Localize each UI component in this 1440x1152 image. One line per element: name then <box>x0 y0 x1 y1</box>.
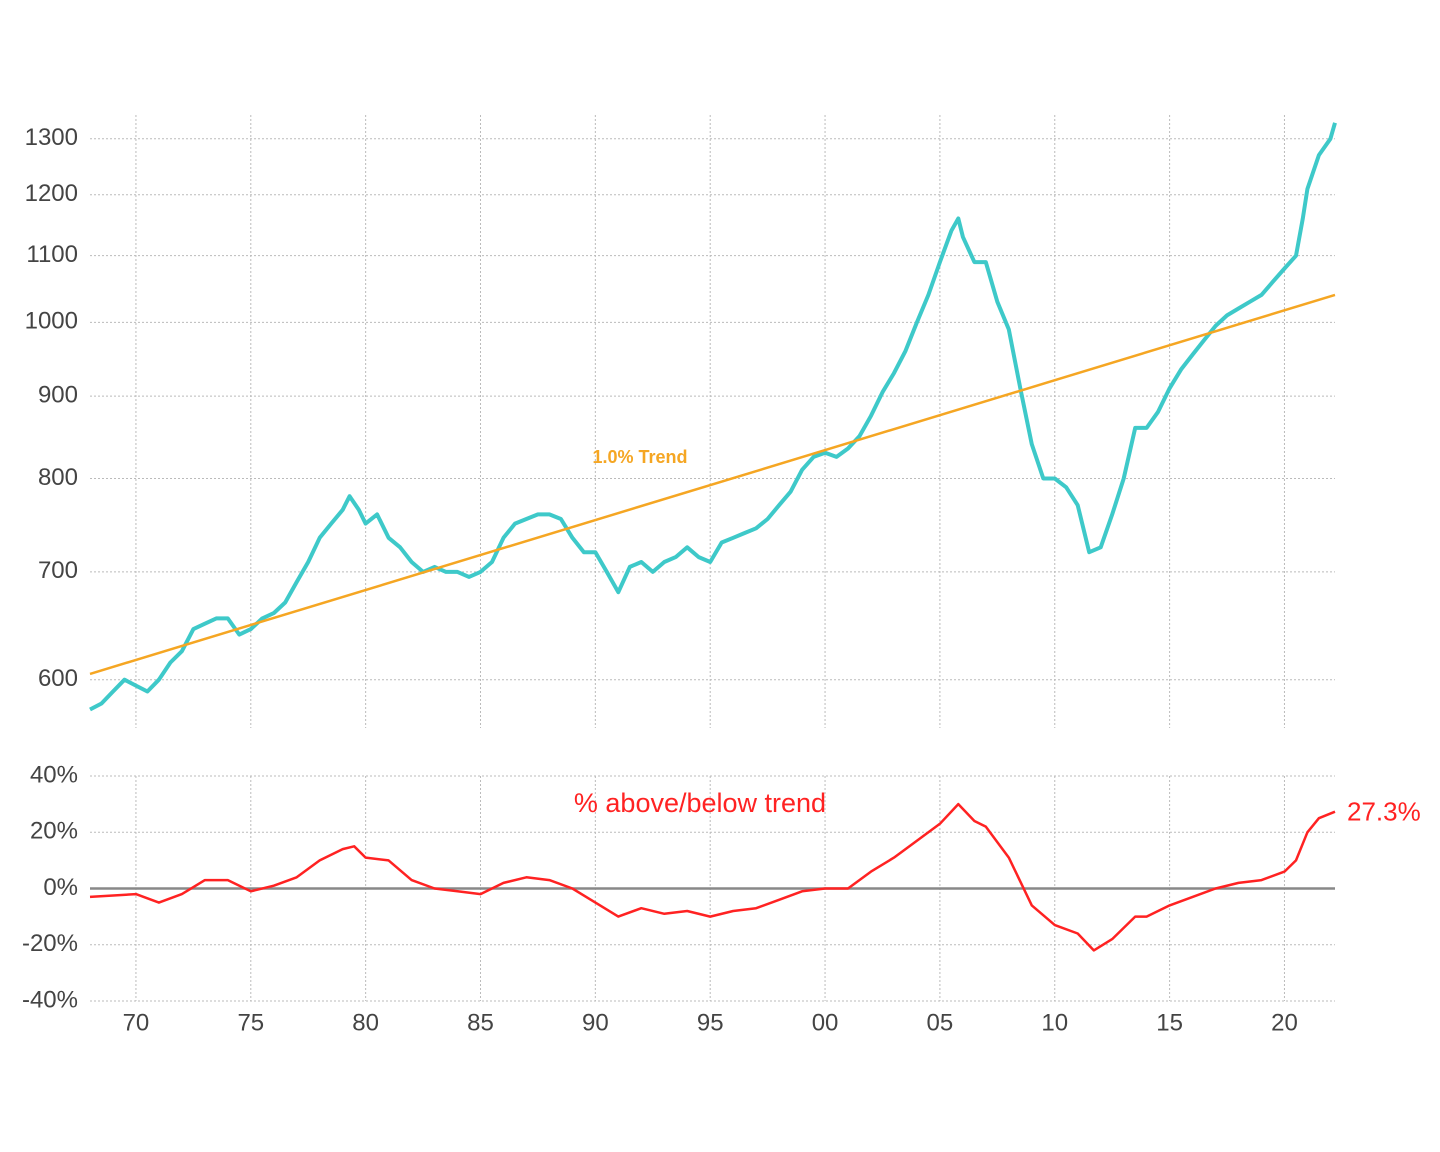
series-label: % above/below trend <box>574 788 826 818</box>
y-tick-label: 40% <box>30 761 78 788</box>
y-tick-label: 1100 <box>26 241 78 268</box>
y-tick-label: -40% <box>22 986 78 1013</box>
x-tick-label: 05 <box>927 1009 954 1036</box>
x-tick-label: 10 <box>1041 1009 1068 1036</box>
y-tick-label: 800 <box>38 464 78 491</box>
y-tick-label: 900 <box>38 381 78 408</box>
value-label: 27.3% <box>1347 797 1421 827</box>
y-tick-label: 20% <box>30 818 78 845</box>
y-tick-label: -20% <box>22 930 78 957</box>
x-tick-label: 95 <box>697 1009 724 1036</box>
x-tick-label: 70 <box>123 1009 150 1036</box>
x-tick-label: 00 <box>812 1009 839 1036</box>
y-tick-label: 1300 <box>25 124 78 151</box>
y-tick-label: 1000 <box>25 308 78 335</box>
x-tick-label: 85 <box>467 1009 494 1036</box>
line-series <box>89 293 1336 676</box>
x-tick-label: 75 <box>237 1009 264 1036</box>
y-tick-label: 0% <box>43 874 78 901</box>
x-tick-label: 90 <box>582 1009 609 1036</box>
x-tick-label: 80 <box>352 1009 379 1036</box>
y-tick-label: 600 <box>38 665 78 692</box>
y-tick-label: 700 <box>38 557 78 584</box>
x-tick-label: 20 <box>1271 1009 1298 1036</box>
line-series <box>89 802 1336 952</box>
series-label: 1.0% Trend <box>592 447 687 467</box>
x-tick-label: 15 <box>1156 1009 1183 1036</box>
y-tick-label: 1200 <box>25 180 78 207</box>
line-series <box>89 122 1337 712</box>
